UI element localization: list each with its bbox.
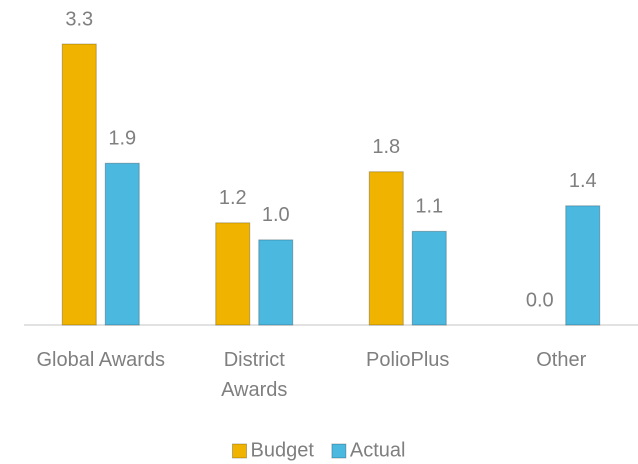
x-tick-label: Other (536, 349, 587, 371)
data-label: 1.8 (372, 136, 400, 158)
bar (565, 205, 601, 326)
x-tick-label: Global Awards (36, 349, 166, 371)
data-label: 1.2 (219, 187, 247, 209)
data-label: 1.4 (569, 170, 597, 192)
legend-swatch (331, 443, 347, 459)
data-label: 1.1 (415, 196, 443, 218)
data-label: 1.0 (262, 204, 290, 226)
data-label: 0.0 (526, 289, 554, 311)
data-label: 3.3 (65, 8, 93, 30)
bar (61, 43, 97, 326)
data-label: 1.9 (108, 128, 136, 150)
legend-label: Actual (350, 439, 406, 461)
x-tick-label: PolioPlus (366, 349, 450, 371)
x-tick-label: District Awards (221, 349, 288, 401)
bar (104, 162, 140, 326)
bar (368, 171, 404, 326)
legend: Budget Actual (232, 439, 406, 461)
bar (411, 230, 447, 326)
bar (215, 222, 251, 326)
bar (258, 239, 294, 326)
legend-label: Budget (251, 439, 315, 461)
legend-swatch (232, 443, 248, 459)
